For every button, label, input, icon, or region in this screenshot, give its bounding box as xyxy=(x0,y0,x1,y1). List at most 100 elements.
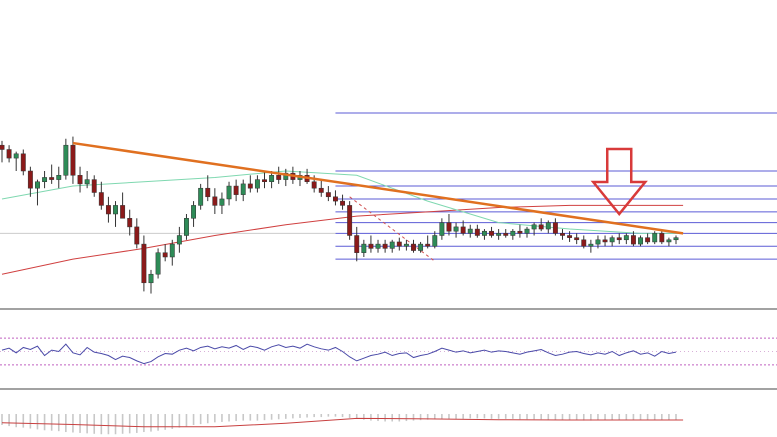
bullish-candle xyxy=(240,183,246,195)
bearish-candle xyxy=(560,233,565,236)
bearish-candle xyxy=(70,144,76,176)
bullish-candle xyxy=(403,243,409,247)
bullish-candle xyxy=(113,205,118,215)
bullish-candle xyxy=(652,233,658,243)
macd-signal-line xyxy=(1,417,684,428)
bearish-candle xyxy=(49,177,55,180)
bearish-candle xyxy=(616,237,622,241)
bearish-candle xyxy=(0,144,5,150)
bullish-candle xyxy=(545,222,551,230)
rsi-line xyxy=(1,343,677,365)
bearish-candle xyxy=(602,239,608,243)
bullish-candle xyxy=(155,252,161,275)
bullish-candle xyxy=(198,187,204,206)
bullish-candle xyxy=(269,175,275,183)
bullish-candle xyxy=(467,228,473,234)
bearish-candle xyxy=(630,235,636,245)
bearish-candle xyxy=(567,235,573,238)
bearish-candle xyxy=(247,183,253,189)
downtrend-line xyxy=(72,141,684,235)
bearish-candle xyxy=(205,187,211,198)
bullish-candle xyxy=(84,179,90,185)
bullish-candle xyxy=(56,175,62,180)
bullish-candle xyxy=(176,235,182,245)
bearish-candle xyxy=(91,179,97,193)
bearish-candle xyxy=(20,153,26,172)
bearish-candle xyxy=(411,243,416,251)
bearish-candle xyxy=(396,241,402,247)
bearish-candle xyxy=(538,224,544,230)
bullish-candle xyxy=(418,243,424,251)
bullish-candle xyxy=(496,233,502,236)
bearish-candle xyxy=(503,233,509,236)
bearish-candle xyxy=(425,243,431,247)
bullish-candle xyxy=(531,224,537,230)
bearish-candle xyxy=(552,222,558,234)
bearish-candle xyxy=(333,196,338,202)
bearish-candle xyxy=(262,179,267,183)
bullish-candle xyxy=(609,237,615,243)
bullish-candle xyxy=(588,243,594,247)
bearish-candle xyxy=(162,252,168,258)
bearish-candle xyxy=(134,226,140,245)
bearish-candle xyxy=(368,243,374,249)
bearish-candle xyxy=(6,149,12,159)
macd-panel xyxy=(1,414,684,435)
bullish-candle xyxy=(63,144,69,176)
bearish-candle xyxy=(318,187,324,193)
bullish-candle xyxy=(439,222,445,236)
bullish-candle xyxy=(254,179,260,189)
bearish-candle xyxy=(574,237,580,241)
bearish-candle xyxy=(98,192,104,206)
bullish-candle xyxy=(481,230,487,236)
bearish-candle xyxy=(517,230,523,234)
bullish-candle xyxy=(375,243,381,249)
bullish-candle xyxy=(42,177,48,182)
bullish-candle xyxy=(169,243,175,258)
bullish-candle xyxy=(184,218,189,236)
bullish-candle xyxy=(219,198,225,206)
bearish-candle xyxy=(474,228,480,236)
bearish-candle xyxy=(489,230,494,236)
bearish-candle xyxy=(127,218,133,228)
bullish-candle xyxy=(623,235,629,241)
bullish-candle xyxy=(35,181,40,189)
bearish-candle xyxy=(460,226,466,234)
bullish-candle xyxy=(595,239,601,245)
bearish-candle xyxy=(325,192,331,198)
bearish-candle xyxy=(340,200,345,206)
bullish-candle xyxy=(432,235,438,247)
bullish-candle xyxy=(13,153,19,159)
bullish-candle xyxy=(453,226,459,232)
bullish-candle xyxy=(673,237,679,241)
bearish-candle xyxy=(212,196,218,206)
rsi-panel xyxy=(0,337,777,366)
bearish-candle xyxy=(659,233,665,243)
bearish-candle xyxy=(105,205,111,215)
bearish-candle xyxy=(382,243,388,249)
bullish-candle xyxy=(389,241,395,249)
bearish-candle xyxy=(120,205,126,219)
fast-moving-average-line xyxy=(1,170,684,234)
bullish-candle xyxy=(283,172,289,180)
bearish-candle xyxy=(354,235,360,253)
bearish-candle xyxy=(446,222,452,232)
bearish-candle xyxy=(347,205,353,236)
bearish-candle xyxy=(645,237,651,243)
bullish-candle xyxy=(666,239,672,243)
bearish-candle xyxy=(276,175,282,180)
bearish-candle xyxy=(141,243,147,284)
bullish-candle xyxy=(510,230,516,236)
bearish-candle xyxy=(581,239,587,247)
bearish-candle xyxy=(311,181,317,189)
bearish-candle xyxy=(27,170,33,189)
bearish-candle xyxy=(77,175,83,185)
down-arrow-annotation xyxy=(590,147,648,216)
bullish-candle xyxy=(361,243,367,253)
bullish-candle xyxy=(226,185,232,200)
bearish-candle xyxy=(233,185,239,195)
bullish-candle xyxy=(638,237,643,245)
slow-moving-average-line xyxy=(1,204,684,275)
